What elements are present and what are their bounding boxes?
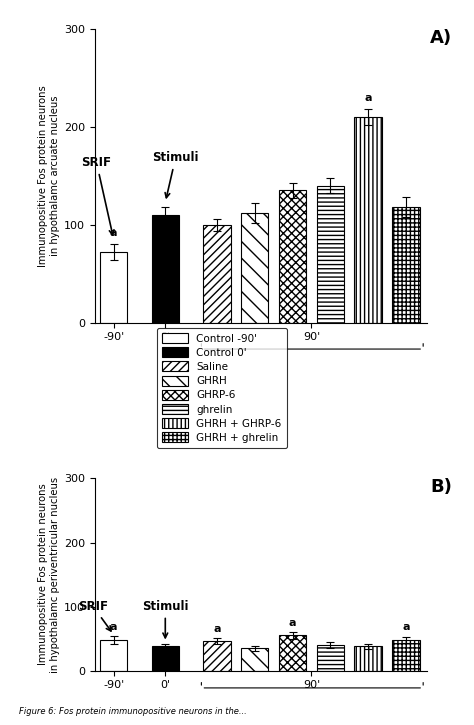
Bar [355, 117, 382, 323]
Bar [100, 640, 128, 671]
Text: SRIF: SRIF [82, 156, 114, 235]
Text: Stimuli: Stimuli [142, 600, 189, 638]
Bar [241, 213, 268, 323]
Text: a: a [213, 624, 220, 634]
Bar [203, 225, 231, 323]
Y-axis label: Immunopositive Fos protein neurons
in hypothalamc arcuate nucleus: Immunopositive Fos protein neurons in hy… [38, 85, 60, 267]
Bar [279, 191, 306, 323]
Bar [317, 186, 344, 323]
Bar [392, 640, 419, 671]
Bar [355, 646, 382, 671]
Text: a: a [402, 623, 410, 632]
Bar [100, 252, 128, 323]
Bar [152, 646, 179, 671]
Text: a: a [365, 93, 372, 103]
Text: B): B) [430, 478, 452, 497]
Bar [279, 635, 306, 671]
Text: a: a [289, 618, 296, 628]
Legend: Control -90', Control 0', Saline, GHRH, GHRP-6, ghrelin, GHRH + GHRP-6, GHRH + g: Control -90', Control 0', Saline, GHRH, … [157, 328, 287, 448]
Bar [317, 645, 344, 671]
Bar [241, 648, 268, 671]
Bar [203, 641, 231, 671]
Bar [152, 215, 179, 323]
Y-axis label: Immunopositive Fos protein neurons
in hypothalamc periventricular nucleus: Immunopositive Fos protein neurons in hy… [38, 476, 60, 673]
Text: a: a [110, 228, 118, 238]
Text: Stimuli: Stimuli [152, 151, 199, 198]
Text: a: a [110, 622, 118, 631]
Bar [392, 207, 419, 323]
Text: Figure 6: Fos protein immunopositive neurons in the...: Figure 6: Fos protein immunopositive neu… [19, 708, 246, 716]
Text: A): A) [430, 29, 452, 47]
Text: SRIF: SRIF [78, 600, 111, 631]
